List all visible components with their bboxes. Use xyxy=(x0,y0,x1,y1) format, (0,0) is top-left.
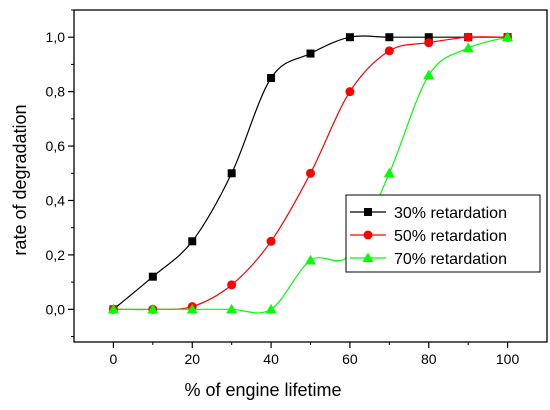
x-tick-label: 0 xyxy=(110,351,118,367)
data-point-series-3 xyxy=(186,303,198,314)
x-tick-label: 80 xyxy=(421,351,437,367)
y-tick-label: 0,6 xyxy=(46,138,66,154)
x-tick-label: 60 xyxy=(342,351,358,367)
legend-marker-1 xyxy=(364,208,372,216)
series-line-3 xyxy=(113,36,508,314)
data-point-series-3 xyxy=(462,42,474,53)
data-point-series-1 xyxy=(227,169,236,178)
axis-ticks xyxy=(68,9,509,348)
data-point-series-2 xyxy=(345,87,355,97)
data-point-series-3 xyxy=(423,69,435,80)
x-tick-label: 100 xyxy=(496,351,520,367)
data-point-series-3 xyxy=(226,303,238,314)
data-point-series-1 xyxy=(267,74,276,83)
x-tick-label: 40 xyxy=(263,351,279,367)
data-point-series-3 xyxy=(147,303,159,314)
data-point-series-2 xyxy=(227,280,237,290)
y-tick-label: 0,0 xyxy=(46,301,66,317)
data-point-series-2 xyxy=(463,32,473,42)
y-tick-label: 0,2 xyxy=(46,247,66,263)
data-point-series-2 xyxy=(266,236,276,246)
data-point-series-1 xyxy=(424,33,433,42)
data-point-series-1 xyxy=(306,49,315,58)
data-point-series-3 xyxy=(502,31,514,42)
y-tick-label: 0,8 xyxy=(46,84,66,100)
legend-box xyxy=(345,194,541,273)
legend-marker-3 xyxy=(362,252,374,263)
legend-label-3: 70% retardation xyxy=(394,251,507,268)
data-point-series-3 xyxy=(107,303,119,314)
y-tick-label: 1,0 xyxy=(46,29,66,45)
y-tick-label: 0,4 xyxy=(46,192,66,208)
data-point-series-1 xyxy=(148,272,157,281)
series-markers xyxy=(107,31,514,314)
data-point-series-3 xyxy=(383,167,395,178)
legend: 30% retardation 50% retardation 70% retard… xyxy=(345,194,541,273)
y-axis-label: rate of degradation xyxy=(10,104,30,255)
axis-tick-labels: 0 20 40 60 80 100 0,0 0,2 0,4 0,6 0,8 1,0 xyxy=(46,29,520,367)
data-point-series-1 xyxy=(345,33,354,42)
data-point-series-3 xyxy=(265,303,277,314)
data-point-series-2 xyxy=(424,38,434,48)
x-tick-label: 20 xyxy=(184,351,200,367)
data-point-series-1 xyxy=(385,33,394,42)
data-point-series-1 xyxy=(188,237,197,246)
data-point-series-2 xyxy=(384,46,394,56)
x-axis-label: % of engine lifetime xyxy=(184,380,341,400)
data-point-series-2 xyxy=(306,168,315,178)
legend-label-1: 30% retardation xyxy=(394,205,507,222)
legend-marker-2 xyxy=(363,230,373,240)
data-point-series-3 xyxy=(305,254,316,265)
series-line-1 xyxy=(113,35,508,310)
legend-label-2: 50% retardation xyxy=(394,228,507,245)
